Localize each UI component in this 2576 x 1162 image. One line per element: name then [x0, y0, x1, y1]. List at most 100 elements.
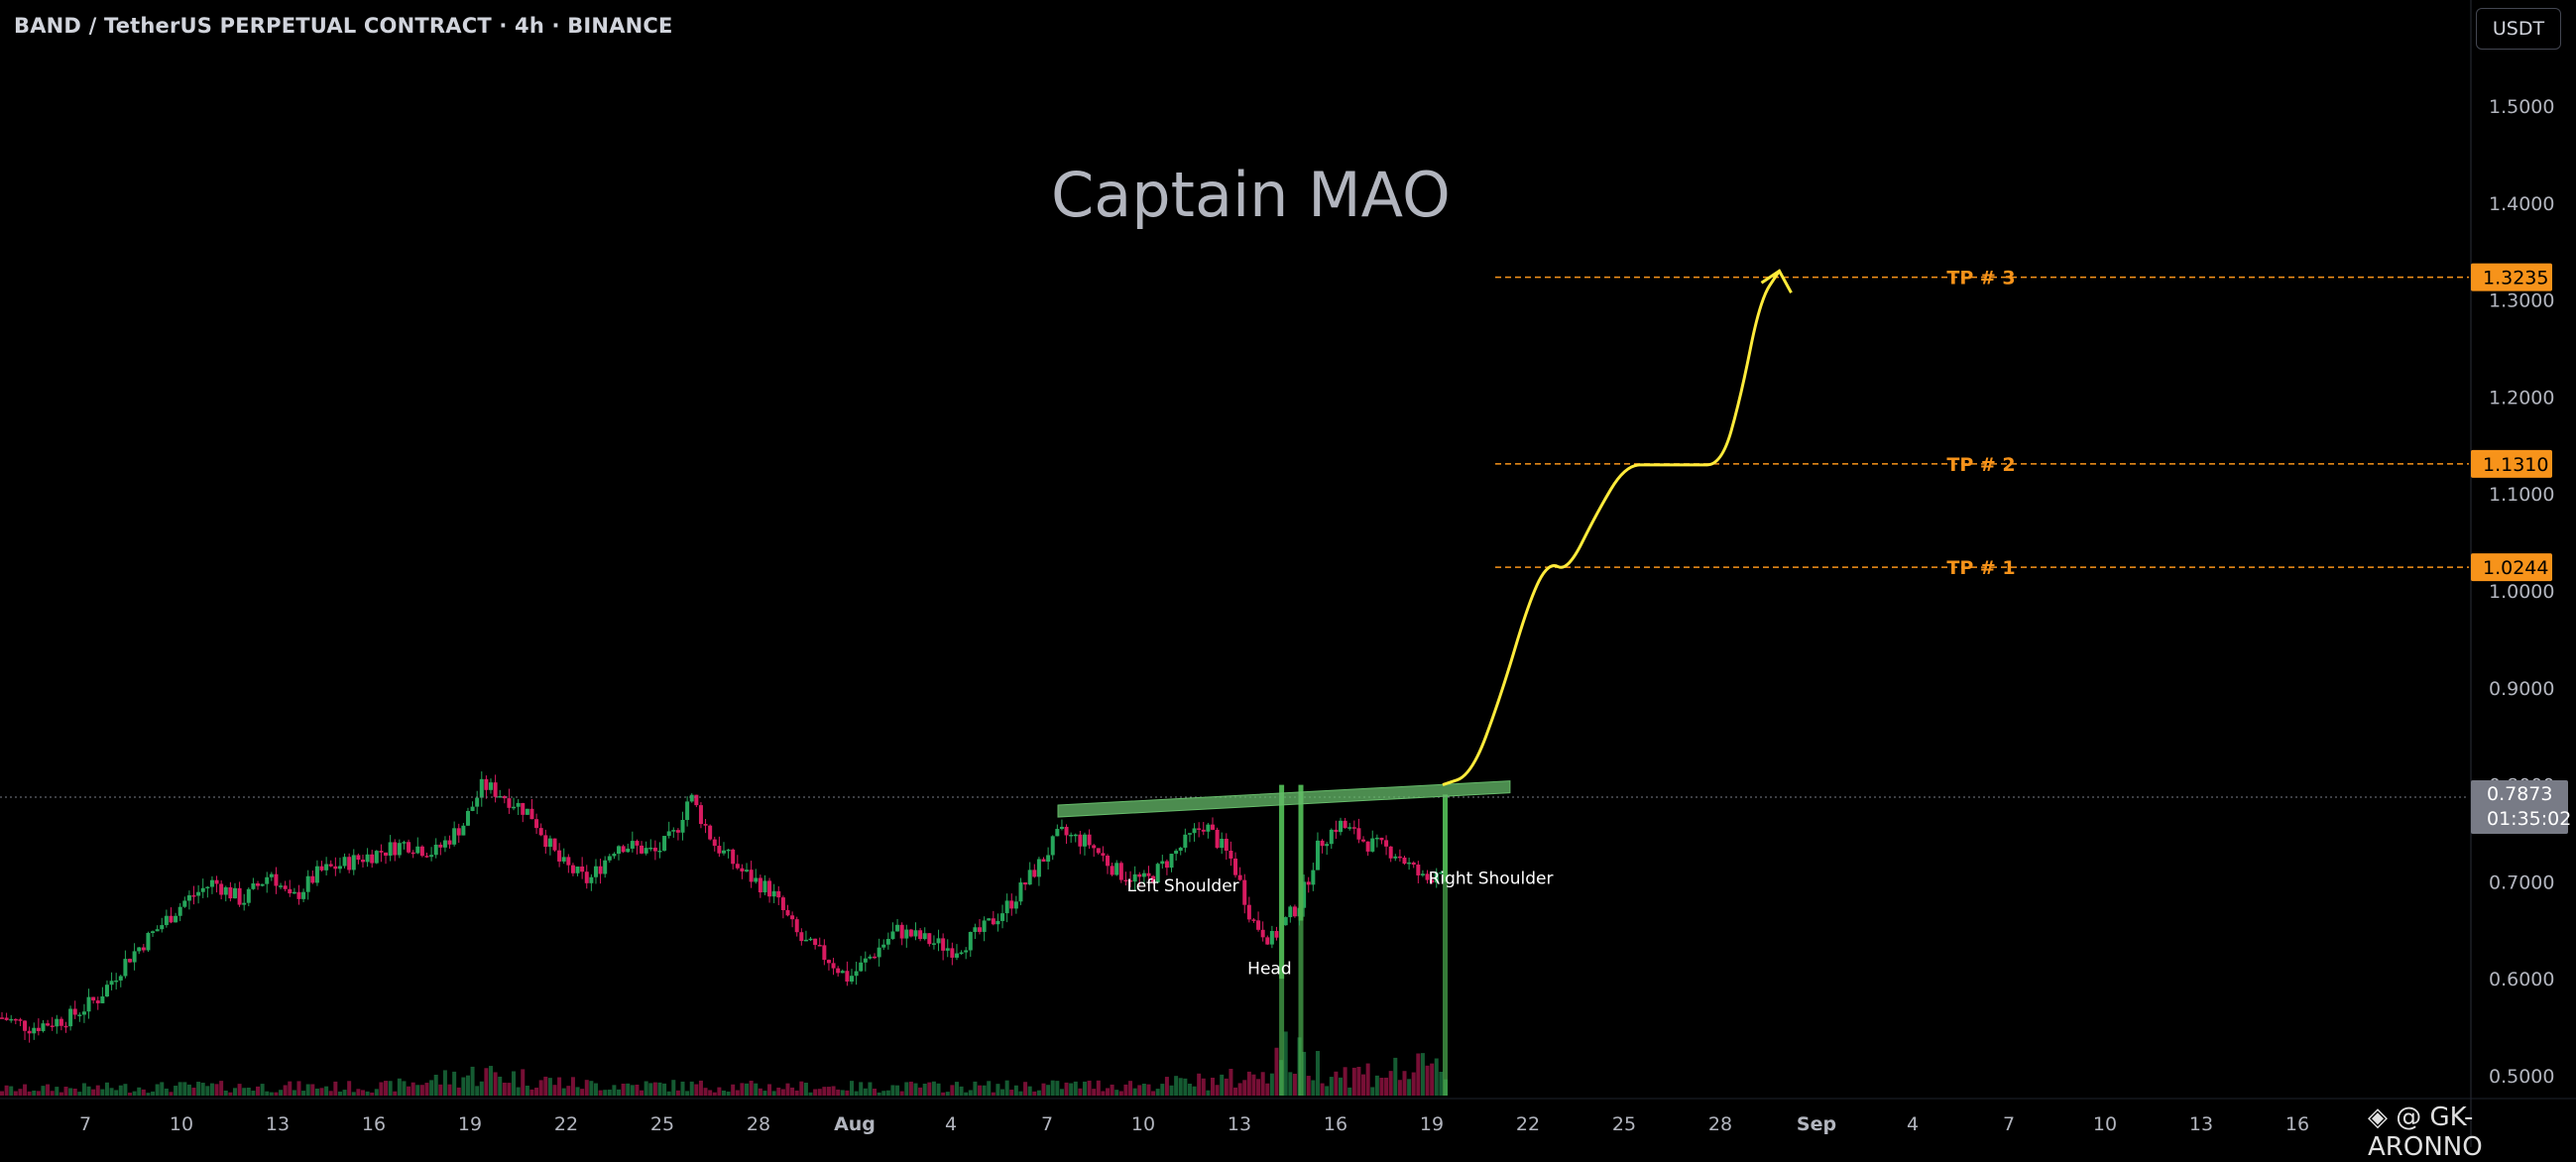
volume-bar	[1220, 1074, 1225, 1096]
candle-body	[1101, 853, 1106, 857]
volume-bar	[817, 1089, 822, 1096]
candle-body	[269, 873, 274, 877]
candle-body	[1256, 920, 1261, 930]
candle-body	[1220, 838, 1225, 849]
candle-body	[666, 831, 671, 837]
volume-bar	[991, 1092, 995, 1096]
volume-bar	[160, 1082, 165, 1096]
volume-bar	[1265, 1083, 1270, 1096]
volume-bar	[151, 1091, 156, 1096]
candle-body	[1197, 828, 1202, 830]
volume-bar	[1420, 1053, 1425, 1096]
volume-bar	[1334, 1071, 1339, 1096]
candle-body	[95, 1000, 100, 1003]
volume-bar	[424, 1083, 429, 1096]
candle-body	[1160, 861, 1165, 865]
candle-body	[1315, 840, 1320, 871]
volume-bar	[1192, 1086, 1197, 1096]
currency-button[interactable]: USDT	[2476, 8, 2561, 50]
volume-bar	[881, 1091, 886, 1096]
volume-bar	[393, 1091, 398, 1096]
candle-body	[1246, 904, 1251, 920]
candle-body	[964, 950, 969, 953]
candle-body	[881, 944, 886, 948]
candle-body	[1388, 846, 1393, 859]
candle-body	[1164, 861, 1169, 869]
volume-bar	[182, 1082, 187, 1096]
candle-body	[479, 778, 484, 798]
candle-body	[77, 1014, 82, 1016]
tp-label: TP # 1	[1946, 557, 2015, 579]
volume-bar	[982, 1085, 987, 1096]
volume-bar	[1347, 1087, 1352, 1096]
candle-body	[621, 846, 626, 853]
candle-body	[1178, 847, 1183, 851]
candle-body	[465, 810, 470, 826]
volume-bar	[644, 1081, 648, 1096]
price-tick-label: 0.6000	[2489, 969, 2554, 990]
volume-bar	[1023, 1082, 1028, 1096]
candle-body	[232, 887, 237, 899]
volume-bar	[288, 1081, 293, 1096]
volume-bar	[1141, 1084, 1146, 1096]
volume-bar	[164, 1088, 169, 1096]
candle-body	[104, 985, 109, 996]
candle-body	[534, 819, 539, 829]
volume-bar	[1046, 1085, 1051, 1096]
candle-body	[662, 836, 667, 851]
volume-bar	[543, 1076, 548, 1096]
volume-bar	[1388, 1071, 1393, 1096]
volume-bar	[1118, 1091, 1123, 1096]
volume-bar	[1411, 1072, 1416, 1096]
volume-bar	[799, 1081, 804, 1096]
volume-bar	[758, 1088, 762, 1096]
candle-body	[826, 960, 831, 964]
volume-bar	[534, 1088, 539, 1096]
volume-bar	[652, 1082, 657, 1096]
volume-bar	[36, 1091, 41, 1096]
candle-body	[1192, 828, 1197, 834]
volume-bar	[735, 1090, 740, 1096]
volume-bar	[708, 1090, 713, 1096]
candle-body	[1425, 873, 1430, 880]
candle-body	[279, 885, 284, 887]
time-tick-label: 28	[747, 1113, 770, 1135]
volume-bar	[305, 1084, 310, 1096]
volume-bar	[1370, 1087, 1375, 1096]
price-tick-label: 1.1000	[2489, 484, 2554, 506]
candle-body	[50, 1025, 55, 1027]
volume-bar	[333, 1081, 338, 1096]
volume-bar	[1361, 1074, 1366, 1096]
candle-body	[137, 947, 142, 952]
volume-bar	[589, 1081, 594, 1096]
time-tick-label: 19	[458, 1113, 482, 1135]
candle-body	[402, 842, 407, 844]
volume-bar	[365, 1091, 370, 1096]
volume-bar	[873, 1089, 878, 1096]
volume-bar	[1096, 1080, 1101, 1096]
candle-body	[817, 945, 822, 947]
volume-bar	[899, 1091, 904, 1096]
volume-bar	[397, 1078, 402, 1096]
candle-body	[374, 851, 379, 864]
volume-bar	[521, 1069, 526, 1096]
volume-bar	[81, 1083, 86, 1096]
volume-bar	[1393, 1057, 1398, 1096]
volume-bar	[419, 1085, 424, 1096]
candle-body	[164, 915, 169, 926]
volume-bar	[826, 1087, 831, 1096]
volume-bar	[845, 1090, 850, 1096]
candle-body	[694, 794, 699, 806]
candle-body	[680, 819, 685, 833]
last-price-badge	[2471, 780, 2568, 835]
volume-bar	[885, 1090, 890, 1096]
candle-body	[584, 872, 589, 883]
candle-body	[360, 860, 365, 863]
volume-bar	[662, 1083, 667, 1096]
tp-price-badge	[2471, 553, 2552, 582]
candle-body	[1329, 829, 1334, 845]
volume-bar	[1443, 798, 1448, 1096]
volume-bar	[849, 1081, 854, 1096]
candle-body	[758, 877, 762, 893]
